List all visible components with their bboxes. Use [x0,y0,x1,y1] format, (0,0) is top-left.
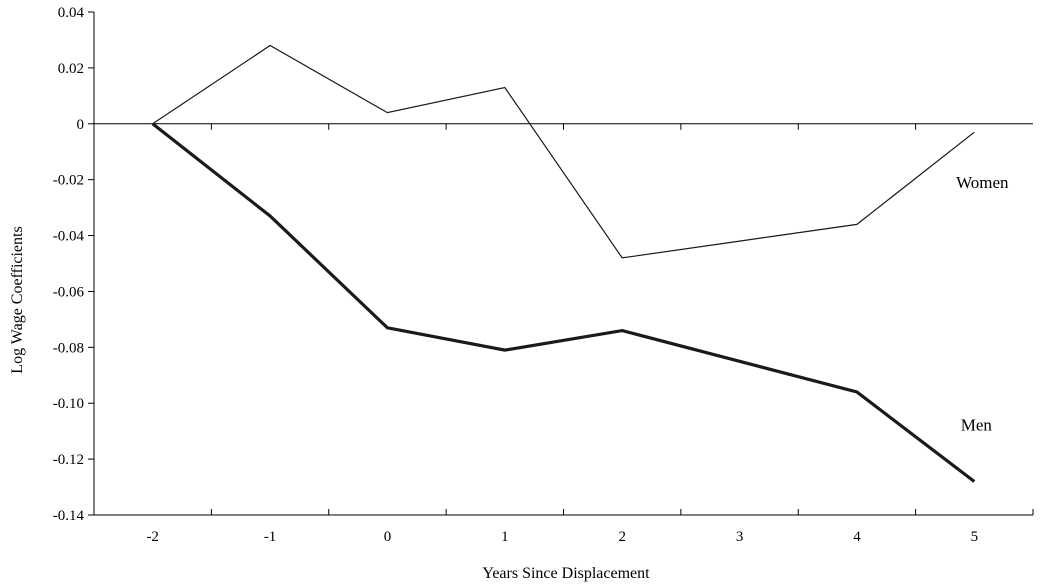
series-line-women [152,44,975,259]
series-line-men [151,122,976,483]
series-lines [151,44,976,483]
y-tick-label: 0.04 [58,5,85,21]
y-tick-label: -0.04 [53,229,85,245]
y-tick-label: -0.08 [53,340,84,356]
x-tick-label: 0 [384,529,392,545]
x-tick-label: 3 [736,529,744,545]
x-tick-label: -2 [146,529,159,545]
y-tick-label: -0.14 [53,508,85,524]
y-tick-label: 0 [77,117,85,133]
y-tick-label: 0.02 [58,61,84,77]
x-tick-label: -1 [264,529,277,545]
x-tick-label: 1 [501,529,509,545]
x-tick-labels: -2 -1 0 1 2 3 4 5 [146,529,978,545]
axes [93,12,1033,516]
x-tick-label: 5 [971,529,979,545]
series-labels: Women Men [956,173,1009,434]
y-axis-title: Log Wage Coefficients [9,226,26,373]
x-axis-title: Years Since Displacement [482,565,650,582]
y-tick-label: -0.10 [53,396,84,412]
series-label-women: Women [956,173,1009,192]
series-label-men: Men [961,415,993,434]
y-tick-label: -0.02 [53,173,84,189]
y-tick-label: -0.06 [53,284,85,300]
tick-marks [88,11,1034,516]
y-tick-labels: 0.04 0.02 0 -0.02 -0.04 -0.06 -0.08 -0.10 -0.12 -… [53,5,85,524]
x-tick-label: 4 [853,529,861,545]
y-tick-label: -0.12 [53,452,84,468]
x-tick-label: 2 [618,529,626,545]
